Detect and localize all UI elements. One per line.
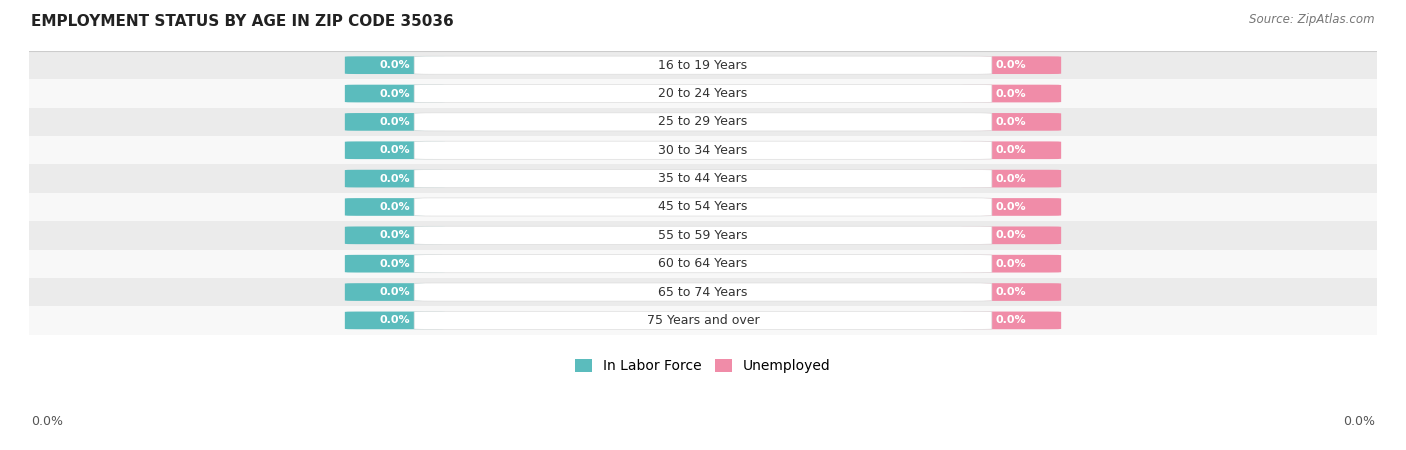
Text: 0.0%: 0.0%: [380, 287, 411, 297]
Text: 60 to 64 Years: 60 to 64 Years: [658, 257, 748, 270]
Text: 0.0%: 0.0%: [995, 202, 1026, 212]
Text: 0.0%: 0.0%: [995, 287, 1026, 297]
Text: 20 to 24 Years: 20 to 24 Years: [658, 87, 748, 100]
FancyBboxPatch shape: [415, 255, 991, 273]
FancyBboxPatch shape: [962, 226, 1062, 244]
Text: 0.0%: 0.0%: [380, 89, 411, 99]
FancyBboxPatch shape: [415, 170, 991, 188]
FancyBboxPatch shape: [962, 113, 1062, 131]
FancyBboxPatch shape: [962, 255, 1062, 273]
Text: 0.0%: 0.0%: [380, 259, 411, 269]
Text: 0.0%: 0.0%: [995, 89, 1026, 99]
Text: 25 to 29 Years: 25 to 29 Years: [658, 115, 748, 128]
Text: 0.0%: 0.0%: [995, 60, 1026, 70]
Bar: [30, 193, 1376, 221]
FancyBboxPatch shape: [962, 311, 1062, 329]
FancyBboxPatch shape: [344, 283, 444, 301]
Text: 0.0%: 0.0%: [1343, 415, 1375, 428]
Text: 0.0%: 0.0%: [995, 145, 1026, 155]
Text: 0.0%: 0.0%: [31, 415, 63, 428]
Bar: [30, 278, 1376, 306]
Text: 0.0%: 0.0%: [995, 259, 1026, 269]
Bar: [30, 79, 1376, 108]
FancyBboxPatch shape: [344, 56, 444, 74]
FancyBboxPatch shape: [415, 311, 991, 329]
FancyBboxPatch shape: [962, 56, 1062, 74]
FancyBboxPatch shape: [344, 141, 444, 159]
Text: 16 to 19 Years: 16 to 19 Years: [658, 58, 748, 72]
Text: 55 to 59 Years: 55 to 59 Years: [658, 229, 748, 242]
Bar: [30, 306, 1376, 334]
FancyBboxPatch shape: [962, 141, 1062, 159]
Text: EMPLOYMENT STATUS BY AGE IN ZIP CODE 35036: EMPLOYMENT STATUS BY AGE IN ZIP CODE 350…: [31, 14, 454, 28]
Text: 0.0%: 0.0%: [380, 117, 411, 127]
Text: 75 Years and over: 75 Years and over: [647, 314, 759, 327]
FancyBboxPatch shape: [344, 311, 444, 329]
Bar: [30, 136, 1376, 164]
Text: Source: ZipAtlas.com: Source: ZipAtlas.com: [1250, 14, 1375, 27]
Bar: [30, 221, 1376, 249]
FancyBboxPatch shape: [415, 141, 991, 159]
Text: 45 to 54 Years: 45 to 54 Years: [658, 200, 748, 213]
FancyBboxPatch shape: [415, 283, 991, 301]
FancyBboxPatch shape: [962, 283, 1062, 301]
Text: 35 to 44 Years: 35 to 44 Years: [658, 172, 748, 185]
Text: 0.0%: 0.0%: [380, 230, 411, 240]
Text: 0.0%: 0.0%: [380, 315, 411, 325]
FancyBboxPatch shape: [344, 255, 444, 273]
Bar: [30, 164, 1376, 193]
FancyBboxPatch shape: [415, 226, 991, 244]
FancyBboxPatch shape: [344, 170, 444, 188]
Text: 0.0%: 0.0%: [380, 202, 411, 212]
FancyBboxPatch shape: [344, 226, 444, 244]
Text: 0.0%: 0.0%: [995, 117, 1026, 127]
FancyBboxPatch shape: [962, 85, 1062, 103]
Bar: [30, 51, 1376, 79]
Bar: [30, 249, 1376, 278]
Text: 0.0%: 0.0%: [380, 60, 411, 70]
FancyBboxPatch shape: [344, 85, 444, 103]
Text: 30 to 34 Years: 30 to 34 Years: [658, 144, 748, 157]
FancyBboxPatch shape: [344, 198, 444, 216]
Text: 0.0%: 0.0%: [995, 230, 1026, 240]
Bar: [30, 108, 1376, 136]
FancyBboxPatch shape: [344, 113, 444, 131]
FancyBboxPatch shape: [962, 198, 1062, 216]
Text: 0.0%: 0.0%: [380, 174, 411, 184]
FancyBboxPatch shape: [415, 56, 991, 74]
Legend: In Labor Force, Unemployed: In Labor Force, Unemployed: [569, 354, 837, 378]
Text: 0.0%: 0.0%: [380, 145, 411, 155]
Text: 0.0%: 0.0%: [995, 174, 1026, 184]
Text: 0.0%: 0.0%: [995, 315, 1026, 325]
FancyBboxPatch shape: [415, 198, 991, 216]
FancyBboxPatch shape: [962, 170, 1062, 188]
FancyBboxPatch shape: [415, 113, 991, 131]
FancyBboxPatch shape: [415, 85, 991, 103]
Text: 65 to 74 Years: 65 to 74 Years: [658, 286, 748, 298]
